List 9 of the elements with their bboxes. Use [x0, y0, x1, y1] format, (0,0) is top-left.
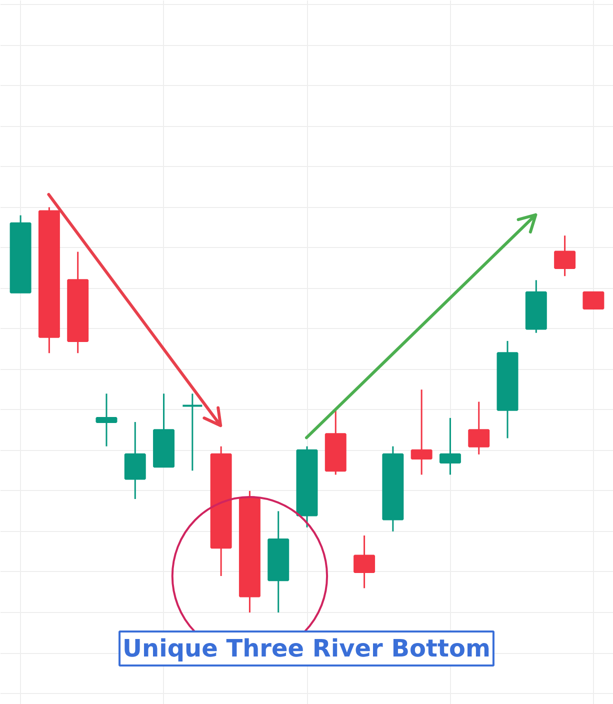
candlestick	[96, 392, 118, 448]
candlestick	[182, 392, 204, 472]
candlestick	[468, 400, 490, 456]
candlestick	[410, 388, 432, 476]
candlestick	[554, 234, 576, 277]
candlestick	[582, 291, 604, 310]
candlestick	[439, 417, 461, 476]
candlestick	[354, 534, 376, 589]
text: Unique Three River Bottom	[122, 634, 490, 662]
